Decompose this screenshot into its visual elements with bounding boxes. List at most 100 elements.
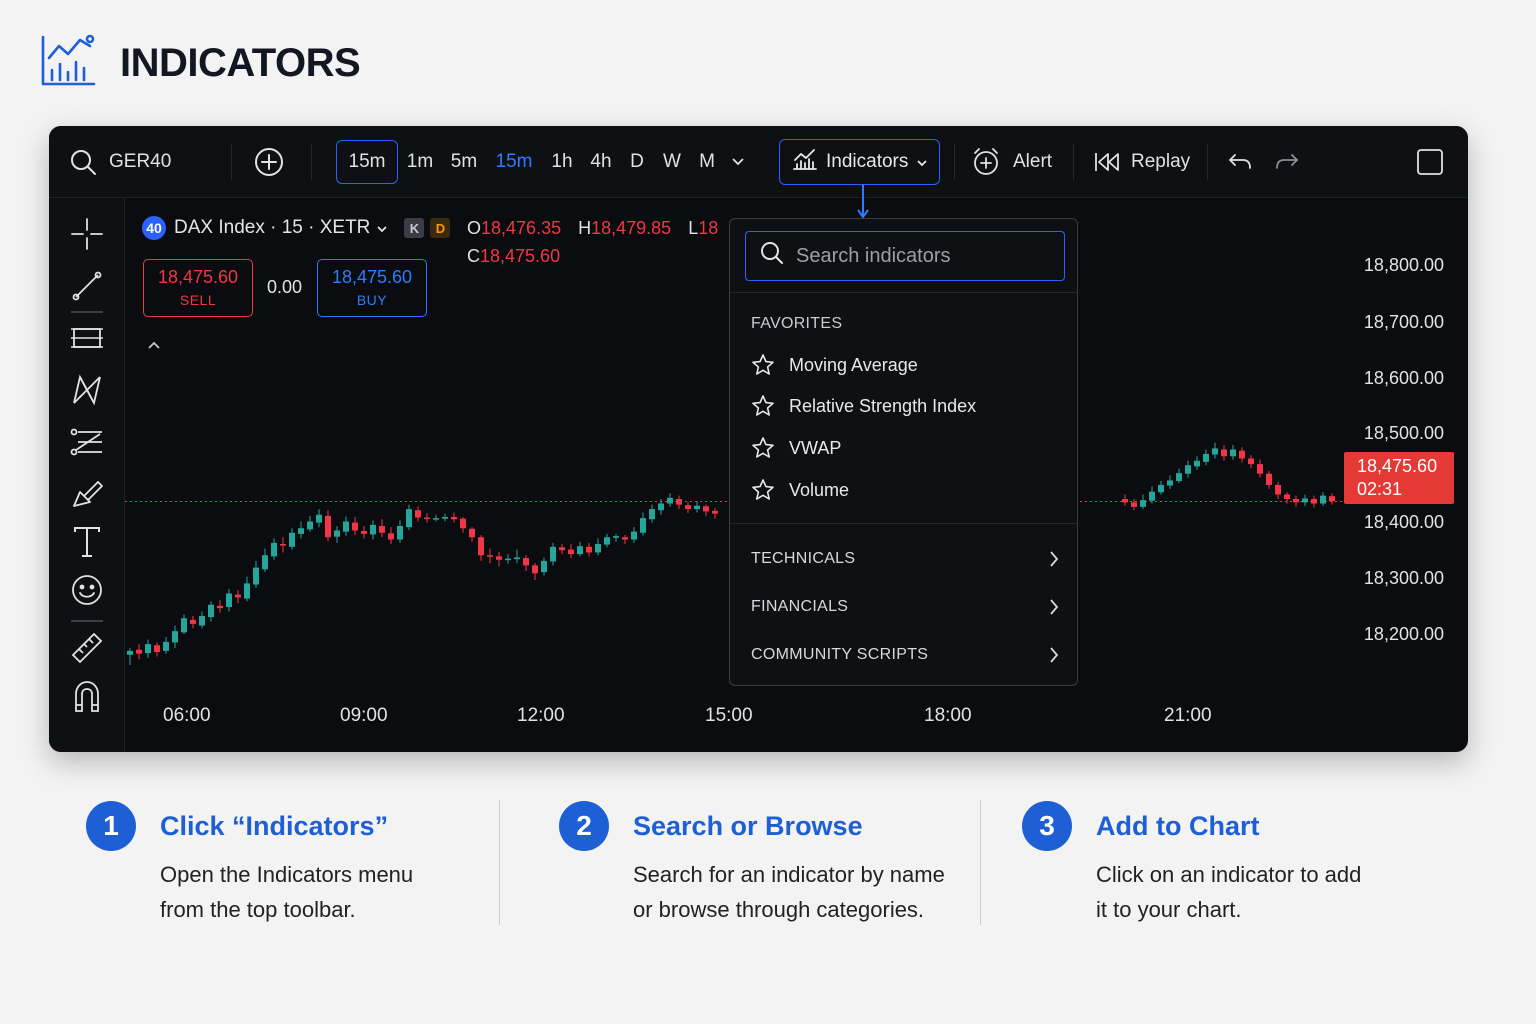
favorite-rsi[interactable]: Relative Strength Index	[751, 394, 976, 418]
symbol-title[interactable]: DAX Index · 15 · XETR	[174, 217, 371, 238]
buy-button[interactable]: 18,475.60 BUY	[317, 259, 427, 317]
collapse-legend-button[interactable]	[147, 334, 161, 355]
pattern-tool[interactable]	[69, 372, 105, 408]
candle	[505, 554, 511, 564]
fullscreen-button[interactable]	[1415, 126, 1445, 198]
close-value-row: C18,475.60	[467, 246, 560, 267]
candle	[577, 541, 583, 557]
replay-button[interactable]: Replay	[1093, 126, 1190, 198]
candle	[703, 504, 709, 516]
candle	[541, 557, 547, 576]
buy-label: BUY	[356, 292, 388, 308]
crosshair-tool[interactable]	[69, 216, 105, 252]
low-value: 18	[698, 218, 719, 238]
candle	[1131, 499, 1137, 511]
candle	[523, 555, 529, 571]
alert-button[interactable]: Alert	[971, 126, 1052, 198]
candle	[199, 611, 205, 629]
symbol-search[interactable]: GER40	[69, 126, 171, 198]
candle	[235, 590, 241, 604]
candle	[1203, 449, 1209, 466]
candle	[415, 506, 421, 522]
plus-circle-icon	[254, 147, 284, 177]
candle	[1185, 460, 1191, 478]
candle	[325, 510, 331, 542]
candle	[1284, 492, 1290, 504]
candle	[1311, 495, 1317, 508]
fib-tool[interactable]	[69, 424, 105, 460]
tool-divider	[71, 620, 103, 622]
search-icon	[69, 148, 97, 176]
sell-button[interactable]: 18,475.60 SELL	[143, 259, 253, 317]
candle	[379, 519, 385, 538]
category-community-scripts[interactable]: COMMUNITY SCRIPTS	[751, 646, 1059, 664]
symbol-badge: 40	[142, 216, 166, 240]
timeframe-d[interactable]: D	[630, 151, 644, 172]
candle	[451, 512, 457, 523]
symbol-legend: 40 DAX Index · 15 · XETR K D	[142, 216, 451, 240]
star-icon	[752, 395, 774, 416]
toolbar-divider	[954, 144, 955, 180]
candle	[595, 538, 601, 556]
candle	[433, 514, 439, 522]
chevron-down-icon[interactable]	[376, 217, 388, 239]
magnet-tool[interactable]	[69, 678, 105, 714]
timeframe-1h[interactable]: 1h	[551, 151, 573, 172]
chevron-down-icon	[916, 151, 928, 173]
category-financials[interactable]: FINANCIALS	[751, 598, 1059, 616]
timeframe-15m[interactable]: 15m	[495, 151, 533, 172]
channel-tool[interactable]	[69, 320, 105, 356]
candle	[586, 542, 592, 557]
fibonacci-icon	[70, 428, 102, 456]
candle	[676, 495, 682, 510]
trendline-tool[interactable]	[69, 268, 105, 304]
indicators-label: Indicators	[826, 151, 909, 172]
redo-button[interactable]	[1274, 126, 1300, 198]
candle	[559, 544, 565, 555]
candle	[181, 614, 187, 634]
timeframe-dropdown[interactable]	[731, 126, 745, 198]
favorite-volume[interactable]: Volume	[751, 478, 849, 502]
measure-tool[interactable]	[69, 630, 105, 666]
favorite-vwap[interactable]: VWAP	[751, 436, 841, 460]
timeframe-15m-selected[interactable]: 15m	[336, 140, 398, 184]
brush-tool[interactable]	[69, 476, 105, 512]
category-technicals[interactable]: TECHNICALS	[751, 550, 1059, 568]
smiley-icon	[72, 575, 102, 605]
chevron-right-icon	[1050, 647, 1059, 663]
indicator-search-input[interactable]: Search indicators	[745, 231, 1065, 281]
category-label: TECHNICALS	[751, 550, 856, 567]
price-chart[interactable]	[125, 198, 1468, 752]
timeframe-m[interactable]: M	[699, 151, 715, 172]
candle	[1329, 493, 1335, 505]
high-key: H	[578, 218, 592, 238]
candle	[307, 515, 313, 532]
step-description-line: it to your chart.	[1096, 897, 1242, 922]
time-label: 15:00	[705, 705, 753, 726]
candle	[442, 513, 448, 522]
page-header: INDICATORS	[40, 34, 361, 93]
low-key: L	[688, 218, 699, 238]
candle	[352, 517, 358, 535]
text-tool[interactable]	[69, 524, 105, 560]
timeframe-4h[interactable]: 4h	[590, 151, 612, 172]
price-label: 18,400.00	[1363, 512, 1444, 532]
timeframe-w[interactable]: W	[663, 151, 681, 172]
add-symbol-button[interactable]	[254, 126, 284, 198]
indicators-button[interactable]: Indicators	[779, 139, 940, 185]
chevron-up-icon	[148, 341, 160, 349]
undo-button[interactable]	[1227, 126, 1253, 198]
emoji-tool[interactable]	[69, 572, 105, 608]
timeframe-1m[interactable]: 1m	[406, 151, 434, 172]
chart-indicator-icon	[40, 34, 96, 93]
candle	[1212, 442, 1218, 459]
chevron-right-icon	[1050, 599, 1059, 615]
favorite-moving-average[interactable]: Moving Average	[751, 353, 918, 377]
time-label: 18:00	[924, 705, 972, 726]
candle	[1320, 492, 1326, 506]
step-description-line: Open the Indicators menu	[160, 862, 414, 887]
timeframe-5m[interactable]: 5m	[450, 151, 478, 172]
candle	[550, 542, 556, 566]
parallel-channel-icon	[71, 328, 103, 348]
candle	[1302, 494, 1308, 506]
